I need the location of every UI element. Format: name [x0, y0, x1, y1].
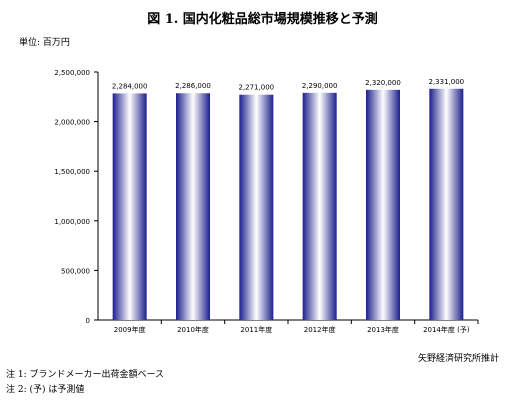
y-tick-label: 1,000,000	[54, 218, 90, 226]
x-tick-label: 2014年度 (予)	[423, 325, 470, 334]
x-tick-label: 2012年度	[304, 325, 336, 334]
note-1: 注 1: ブランドメーカー出荷金額ベース	[6, 370, 165, 380]
data-label: 2,271,000	[239, 84, 275, 92]
x-tick-label: 2009年度	[114, 325, 146, 334]
chart-title: 図 1. 国内化粧品総市場規模推移と予測	[147, 12, 378, 27]
unit-label: 単位: 百万円	[19, 38, 70, 48]
bar	[302, 92, 337, 320]
y-tick-label: 1,500,000	[54, 168, 90, 176]
bar-series	[112, 88, 464, 321]
bar	[366, 89, 400, 320]
data-labels: 2,284,000 2,286,000 2,271,000 2,290,000 2,32…	[112, 78, 464, 92]
x-tick-label: 2011年度	[240, 325, 272, 334]
data-label: 2,290,000	[302, 82, 338, 90]
data-label: 2,331,000	[429, 78, 465, 86]
y-tick-label: 500,000	[61, 267, 90, 275]
data-label: 2,286,000	[175, 82, 211, 90]
y-tick-label: 2,500,000	[54, 69, 90, 77]
source-text: 矢野経済研究所推計	[417, 354, 499, 364]
bar	[239, 94, 274, 320]
bar	[429, 88, 464, 320]
note-2: 注 2: (予) は予測値	[6, 385, 85, 395]
bar	[176, 93, 210, 321]
y-tick-label: 0	[86, 317, 90, 325]
y-tick-label: 2,000,000	[54, 119, 90, 127]
data-label: 2,284,000	[112, 82, 148, 90]
bar-chart: 0 500,000 1,000,000 1,500,000 2,000,000 2,500…	[54, 69, 479, 334]
data-label: 2,320,000	[365, 79, 401, 87]
bar	[112, 93, 147, 320]
x-tick-label: 2013年度	[367, 325, 399, 334]
chart-axes: 0 500,000 1,000,000 1,500,000 2,000,000 2,500…	[54, 69, 479, 334]
x-tick-label: 2010年度	[177, 325, 209, 334]
